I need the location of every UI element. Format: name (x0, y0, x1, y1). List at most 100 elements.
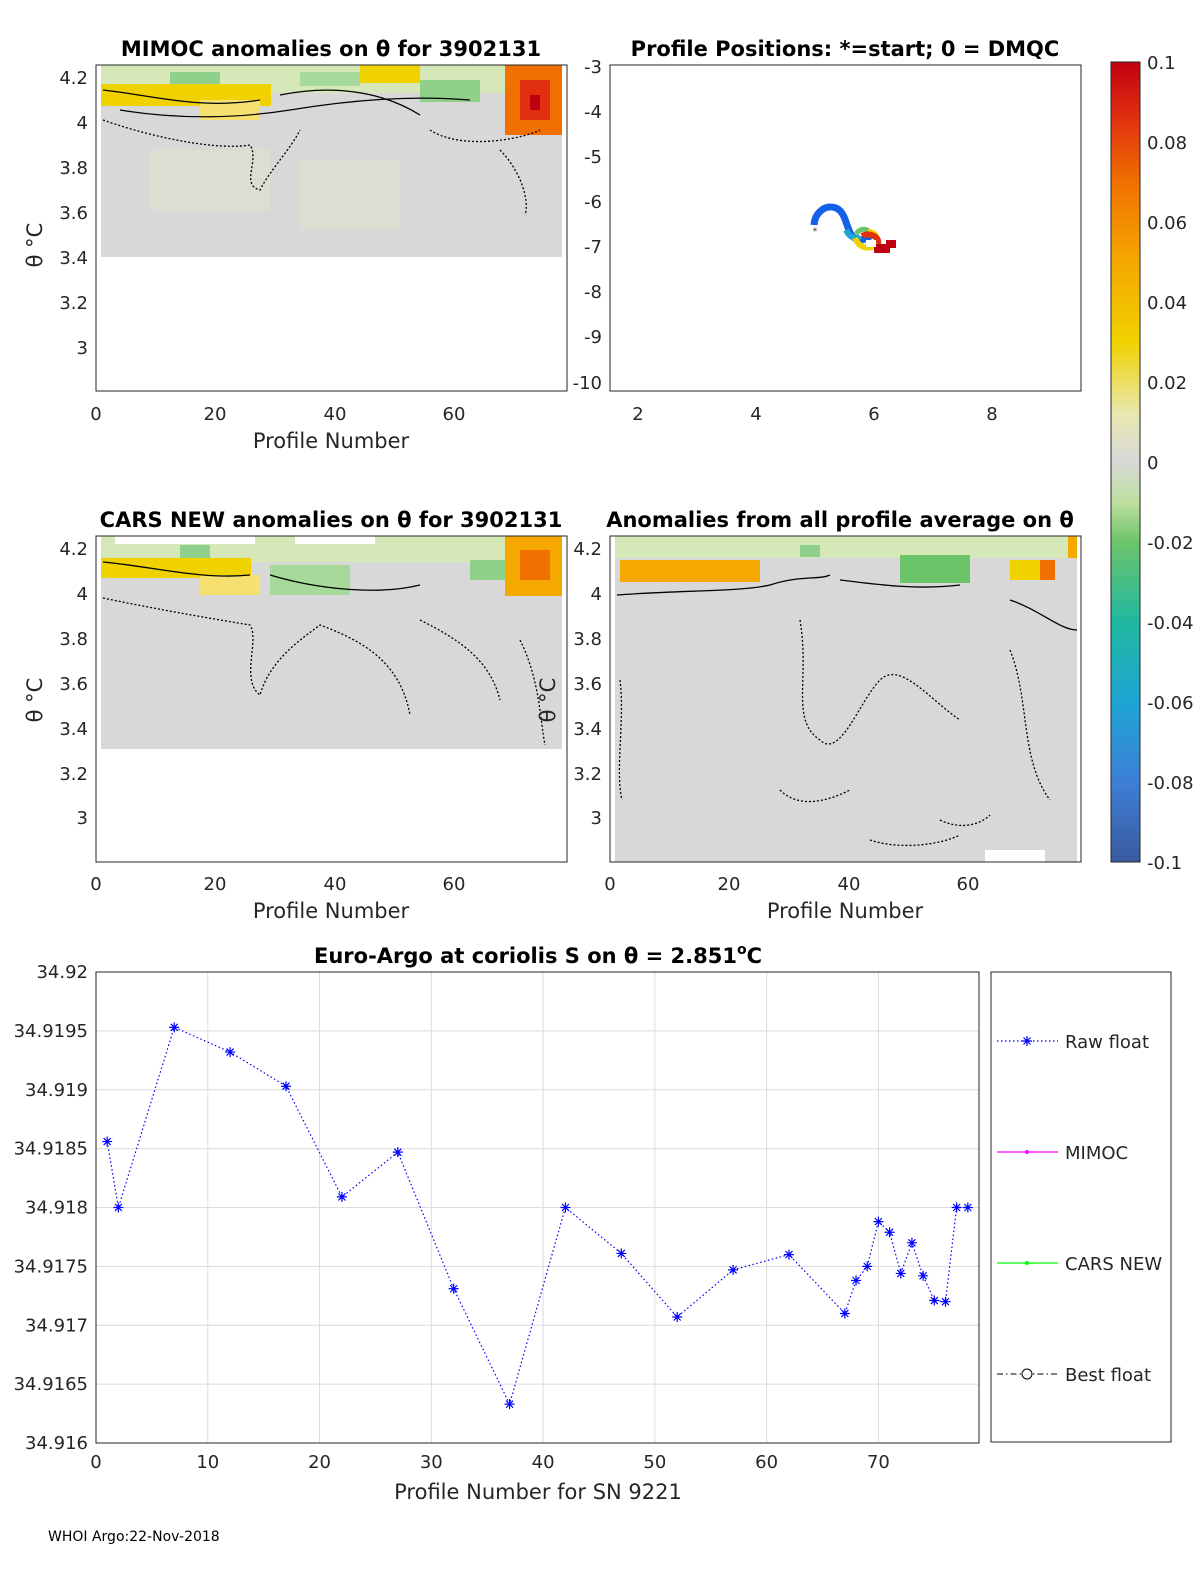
dot-marker-icon (1025, 1261, 1029, 1265)
legend-label: MIMOC (1065, 1143, 1128, 1164)
average-xtick: 40 (838, 874, 861, 895)
positions-xtick: 8 (986, 404, 997, 425)
data-point (102, 1136, 113, 1147)
chart-ytick: 34.919 (25, 1080, 88, 1101)
cars-ytick: 3.4 (59, 719, 88, 740)
average-ytick: 4 (591, 584, 602, 605)
positions-xtick: 2 (632, 404, 643, 425)
chart-xtick: 70 (867, 1452, 890, 1473)
chart-axes-frame (95, 971, 980, 1444)
data-point (962, 1202, 973, 1213)
colorbar-tick: -0.02 (1147, 533, 1194, 554)
colorbar-tick: -0.1 (1147, 853, 1182, 874)
colorbar-tick: -0.04 (1147, 613, 1194, 634)
chart-xtick: 0 (90, 1452, 101, 1473)
mimoc-ytick: 4.2 (59, 68, 88, 89)
chart-ytick: 34.9195 (14, 1021, 88, 1042)
average-ylabel: θ °C (536, 678, 560, 723)
chart-ytick: 34.918 (25, 1198, 88, 1219)
data-point (839, 1308, 850, 1319)
chart-xtick: 10 (196, 1452, 219, 1473)
chart-legend: Raw float MIMOC CARS NEW Best float (990, 971, 1172, 1443)
chart-ytick: 34.92 (36, 962, 88, 983)
mimoc-axes-frame (95, 64, 568, 392)
chart-xtick: 40 (532, 1452, 555, 1473)
cars-xtick: 40 (324, 874, 347, 895)
legend-entry-cars-new: CARS NEW (997, 1254, 1162, 1275)
data-point (672, 1312, 683, 1323)
star-marker-icon (1022, 1036, 1032, 1046)
positions-xtick: 6 (868, 404, 879, 425)
average-xtick: 20 (718, 874, 741, 895)
mimoc-ytick: 3 (77, 338, 88, 359)
mimoc-ytick: 4 (77, 113, 88, 134)
mimoc-panel: MIMOC anomalies on θ for 3902131 0 20 40 (23, 37, 568, 453)
positions-title: Profile Positions: *=start; 0 = DMQC (631, 37, 1060, 61)
cars-ytick: 3.6 (59, 674, 88, 695)
cars-ytick: 3.2 (59, 764, 88, 785)
chart-y-ticks: 34.92 34.9195 34.919 34.9185 34.918 34.9175 34… (14, 962, 88, 1454)
cars-x-ticks: 0 20 40 60 (90, 874, 465, 895)
positions-ytick: -5 (584, 147, 602, 168)
cars-ytick: 4.2 (59, 539, 88, 560)
mimoc-ytick: 3.2 (59, 293, 88, 314)
chart-ytick: 34.916 (25, 1433, 88, 1454)
chart-title-unit: C (747, 944, 762, 968)
average-x-ticks: 0 20 40 60 (604, 874, 979, 895)
mimoc-ylabel: θ °C (23, 223, 47, 268)
cars-heatmap (101, 536, 562, 749)
legend-label: Raw float (1065, 1032, 1149, 1053)
data-point (895, 1268, 906, 1279)
cars-xtick: 0 (90, 874, 101, 895)
data-point (728, 1264, 739, 1275)
data-point (113, 1202, 124, 1213)
legend-label: Best float (1065, 1365, 1151, 1386)
colorbar-tick: 0 (1147, 453, 1158, 474)
legend-label: CARS NEW (1065, 1254, 1162, 1275)
positions-ytick: -9 (584, 327, 602, 348)
chart-title-superscript: o (737, 942, 747, 958)
chart-ytick: 34.9175 (14, 1256, 88, 1277)
footer-credit: WHOI Argo:22-Nov-2018 (48, 1529, 220, 1545)
average-ytick: 3.8 (573, 629, 602, 650)
colorbar-tick: 0.04 (1147, 293, 1187, 314)
data-point (918, 1270, 929, 1281)
average-xlabel: Profile Number (767, 899, 924, 923)
chart-series (102, 1022, 973, 1410)
cars-xtick: 20 (204, 874, 227, 895)
chart-ytick: 34.917 (25, 1315, 88, 1336)
data-point (862, 1261, 873, 1272)
chart-xtick: 30 (420, 1452, 443, 1473)
positions-ytick: -7 (584, 237, 602, 258)
average-xtick: 0 (604, 874, 615, 895)
data-point (560, 1202, 571, 1213)
colorbar-tick: 0.08 (1147, 133, 1187, 154)
data-point (448, 1283, 459, 1294)
positions-y-ticks: -3 -4 -5 -6 -7 -8 -9 -10 (573, 57, 602, 394)
mimoc-title: MIMOC anomalies on θ for 3902131 (121, 37, 541, 61)
cars-ytick: 4 (77, 584, 88, 605)
average-ytick: 4.2 (573, 539, 602, 560)
average-ytick: 3 (591, 808, 602, 829)
data-point (929, 1295, 940, 1306)
cars-xlabel: Profile Number (253, 899, 410, 923)
mimoc-x-ticks: 0 20 40 60 (90, 404, 465, 425)
positions-ytick: -6 (584, 192, 602, 213)
dot-marker-icon (1025, 1150, 1029, 1154)
data-point (783, 1249, 794, 1260)
colorbar-tick: 0.06 (1147, 213, 1187, 234)
mimoc-heatmap (101, 65, 562, 257)
chart-ytick: 34.9185 (14, 1139, 88, 1160)
mimoc-xtick: 60 (443, 404, 466, 425)
chart-xlabel: Profile Number for SN 9221 (394, 1480, 682, 1504)
data-point (336, 1191, 347, 1202)
cars-xtick: 60 (443, 874, 466, 895)
average-title: Anomalies from all profile average on θ (606, 508, 1074, 532)
colorbar-tick: 0.1 (1147, 53, 1176, 74)
chart-x-ticks: 0 10 20 30 40 50 60 70 (90, 1452, 890, 1473)
series-line-raw-float (106, 1026, 968, 1406)
positions-xtick: 4 (750, 404, 761, 425)
colorbar: 0.1 0.08 0.06 0.04 0.02 0 -0.02 -0.04 -0… (1110, 53, 1194, 874)
positions-track: * (810, 203, 896, 253)
